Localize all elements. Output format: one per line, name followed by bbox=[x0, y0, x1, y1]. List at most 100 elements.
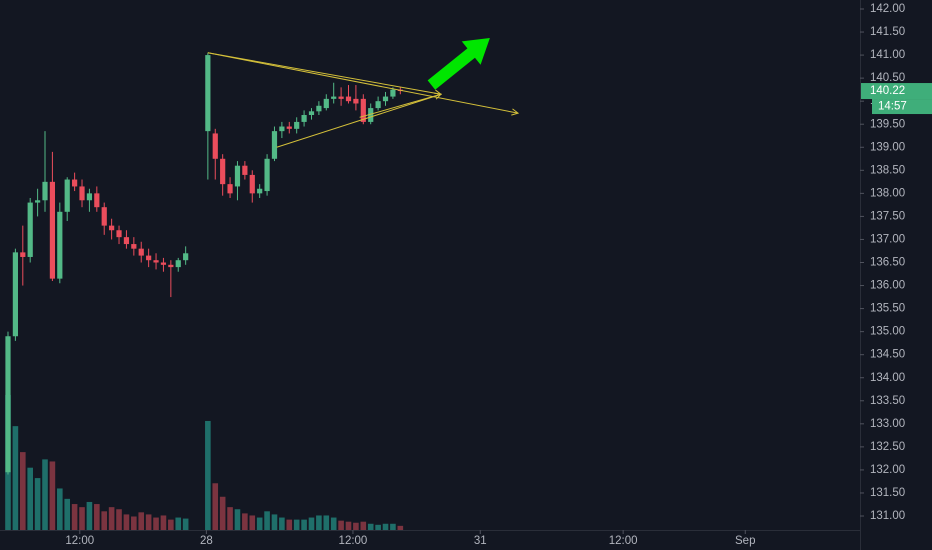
last-price-box bbox=[861, 83, 932, 100]
y-tick-label: 141.50 bbox=[870, 26, 905, 38]
candle-body bbox=[57, 211, 63, 279]
volume-bar bbox=[353, 522, 359, 530]
candle-body bbox=[338, 96, 344, 99]
y-tick-label: 137.50 bbox=[870, 210, 905, 222]
volume-bar bbox=[286, 519, 293, 530]
x-tick-label: 12:00 bbox=[609, 535, 638, 547]
y-tick-label: 140.50 bbox=[870, 72, 905, 84]
y-tick-label: 132.00 bbox=[870, 464, 905, 476]
volume-bar bbox=[279, 517, 285, 530]
y-tick-label: 134.00 bbox=[870, 372, 905, 384]
volume-bar bbox=[34, 478, 41, 530]
volume-bar bbox=[345, 521, 352, 530]
candle-body bbox=[20, 252, 26, 257]
candle-body bbox=[64, 179, 70, 212]
volume-bar bbox=[123, 514, 130, 530]
candle-body bbox=[138, 248, 144, 256]
candle-body bbox=[101, 207, 107, 226]
volume-bar bbox=[160, 515, 167, 530]
candle-body bbox=[242, 165, 248, 175]
y-tick-label: 136.50 bbox=[870, 257, 905, 269]
candle-body bbox=[146, 255, 152, 261]
y-tick-label: 138.00 bbox=[870, 187, 905, 199]
volume-bar bbox=[264, 511, 270, 530]
candle-body bbox=[331, 96, 337, 99]
candle-body bbox=[234, 165, 241, 187]
candle-body bbox=[205, 55, 211, 132]
candle-body bbox=[123, 237, 130, 245]
x-tick-label: Sep bbox=[735, 535, 755, 547]
candle-body bbox=[390, 89, 396, 97]
candle-body bbox=[27, 202, 33, 257]
candle-body bbox=[5, 336, 11, 473]
candle-body bbox=[257, 188, 263, 194]
y-tick-label: 136.00 bbox=[870, 280, 905, 292]
volume-bar bbox=[49, 461, 56, 530]
y-tick-label: 131.00 bbox=[870, 510, 905, 522]
volume-bar bbox=[27, 467, 34, 530]
volume-bar bbox=[382, 523, 389, 530]
volume-bar bbox=[397, 525, 404, 530]
volume-bar bbox=[293, 519, 300, 530]
candle-body bbox=[353, 98, 359, 104]
y-tick-label: 131.50 bbox=[870, 487, 905, 499]
candle-body bbox=[264, 158, 270, 192]
candle-layer bbox=[5, 52, 403, 475]
candle-body bbox=[249, 174, 255, 194]
volume-bar bbox=[57, 488, 63, 530]
volume-bar bbox=[12, 426, 19, 530]
candle-body bbox=[294, 121, 300, 129]
candle-body bbox=[308, 111, 315, 116]
volume-bar bbox=[338, 520, 344, 530]
x-tick-label: 28 bbox=[200, 535, 213, 547]
trend-arrowhead bbox=[511, 108, 520, 116]
volume-bar bbox=[71, 504, 78, 530]
volume-bar bbox=[182, 518, 189, 530]
candle-body bbox=[35, 200, 41, 203]
volume-bar bbox=[271, 514, 278, 530]
candle-body bbox=[42, 181, 48, 201]
candle-body bbox=[271, 131, 278, 159]
x-tick-label: 12:00 bbox=[339, 535, 368, 547]
trend-arrowhead bbox=[434, 92, 443, 100]
candle-body bbox=[227, 184, 233, 194]
y-tick-label: 138.50 bbox=[870, 164, 905, 176]
volume-bar bbox=[219, 496, 226, 530]
candle-body bbox=[382, 96, 389, 102]
volume-bar bbox=[256, 517, 263, 530]
volume-bar bbox=[175, 517, 182, 530]
volume-bar bbox=[308, 517, 315, 530]
volume-bar bbox=[108, 507, 115, 530]
candle-body bbox=[301, 115, 307, 122]
trend-line bbox=[207, 52, 442, 95]
last-price-label: 140.22 bbox=[870, 85, 905, 97]
volume-bar bbox=[19, 452, 26, 530]
volume-bar bbox=[153, 517, 159, 530]
candle-body bbox=[175, 260, 181, 268]
candle-body bbox=[360, 98, 366, 122]
volume-bar bbox=[64, 498, 71, 530]
candle-body bbox=[116, 230, 122, 238]
candle-body bbox=[160, 262, 167, 265]
volume-bar bbox=[131, 516, 137, 530]
y-tick-label: 142.00 bbox=[870, 3, 905, 15]
candle-body bbox=[220, 158, 226, 185]
candle-body bbox=[286, 126, 292, 129]
trend-line bbox=[359, 93, 442, 118]
volume-bar bbox=[205, 420, 211, 530]
candle-body bbox=[79, 186, 85, 201]
volume-bar bbox=[86, 501, 93, 530]
candle-body bbox=[49, 181, 56, 279]
volume-bar bbox=[234, 509, 241, 530]
volume-bar bbox=[375, 524, 381, 530]
trend-line bbox=[207, 52, 519, 114]
volume-bar bbox=[145, 514, 152, 530]
candle-body bbox=[212, 133, 218, 159]
volume-bar bbox=[116, 509, 122, 530]
candle-body bbox=[323, 98, 329, 109]
candle-body bbox=[375, 101, 381, 109]
y-tick-label: 134.50 bbox=[870, 349, 905, 361]
candle-body bbox=[316, 105, 322, 112]
volume-bar bbox=[227, 507, 233, 530]
